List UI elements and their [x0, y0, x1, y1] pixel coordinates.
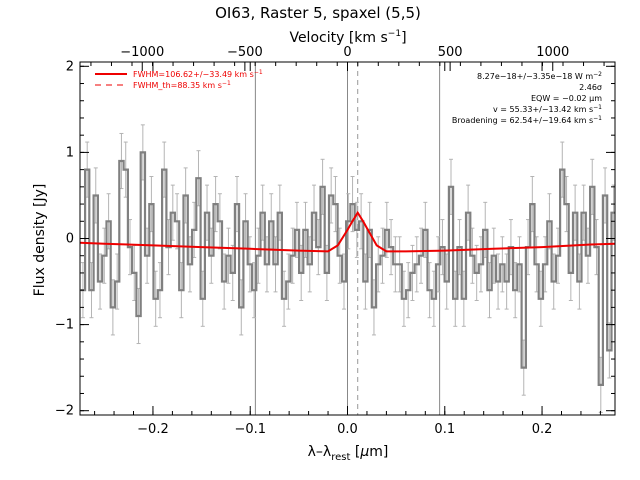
- x-tick-label: 0.1: [434, 422, 455, 437]
- x-tick-label: 0.0: [337, 422, 358, 437]
- x-axis-label: λ–λrest [μm]: [308, 444, 389, 463]
- fit-annotation: EQW = −0.02 μm: [531, 94, 602, 103]
- fit-annotations: 8.27e−18+/−3.35e−18 W m−2 2.46σ EQW = −0.0…: [452, 71, 602, 125]
- chart-title: OI63, Raster 5, spaxel (5,5): [215, 4, 421, 22]
- legend: FWHM=106.62+/−33.49 km s−1FWHM_th=88.35 …: [95, 69, 263, 90]
- x-tick-label: −0.1: [234, 422, 266, 437]
- top-tick-label: 500: [438, 45, 463, 60]
- legend-label: FWHM=106.62+/−33.49 km s−1: [133, 69, 263, 79]
- y-axis-label: Flux density [Jy]: [32, 184, 48, 297]
- fit-series: [79, 210, 616, 253]
- y-tick-label: 1: [66, 145, 74, 160]
- y-tick-label: 2: [66, 59, 74, 74]
- fit-annotation: 2.46σ: [579, 83, 602, 92]
- top-tick-label: 1000: [536, 45, 569, 60]
- fit-curve: [79, 210, 616, 253]
- top-axis-label: Velocity [km s−1]: [289, 29, 406, 46]
- y-tick-label: −1: [55, 318, 74, 333]
- fit-annotation: 8.27e−18+/−3.35e−18 W m−2: [477, 71, 602, 81]
- x-axis-ticks: −0.2 −0.1 0.0 0.1 0.2: [94, 62, 601, 437]
- top-tick-label: −500: [227, 45, 263, 60]
- y-tick-label: 0: [66, 232, 74, 247]
- x-tick-label: −0.2: [137, 422, 169, 437]
- y-axis-ticks: −2 −1 0 1 2: [55, 59, 615, 419]
- fit-annotation: Broadening = 62.54+/−19.64 km s−1: [452, 115, 602, 125]
- reference-lines: [254, 62, 441, 415]
- top-axis-ticks: −1000 −500 0 500 1000: [90, 45, 605, 71]
- data-step-line: [80, 151, 615, 386]
- y-tick-label: −2: [55, 404, 74, 419]
- fit-annotation: v = 55.33+/−13.42 km s−1: [493, 104, 602, 114]
- data-step-series: [80, 151, 615, 386]
- top-tick-label: −1000: [120, 45, 164, 60]
- x-tick-label: 0.2: [532, 422, 553, 437]
- legend-label: FWHM_th=88.35 km s−1: [133, 80, 231, 90]
- top-tick-label: 0: [343, 45, 351, 60]
